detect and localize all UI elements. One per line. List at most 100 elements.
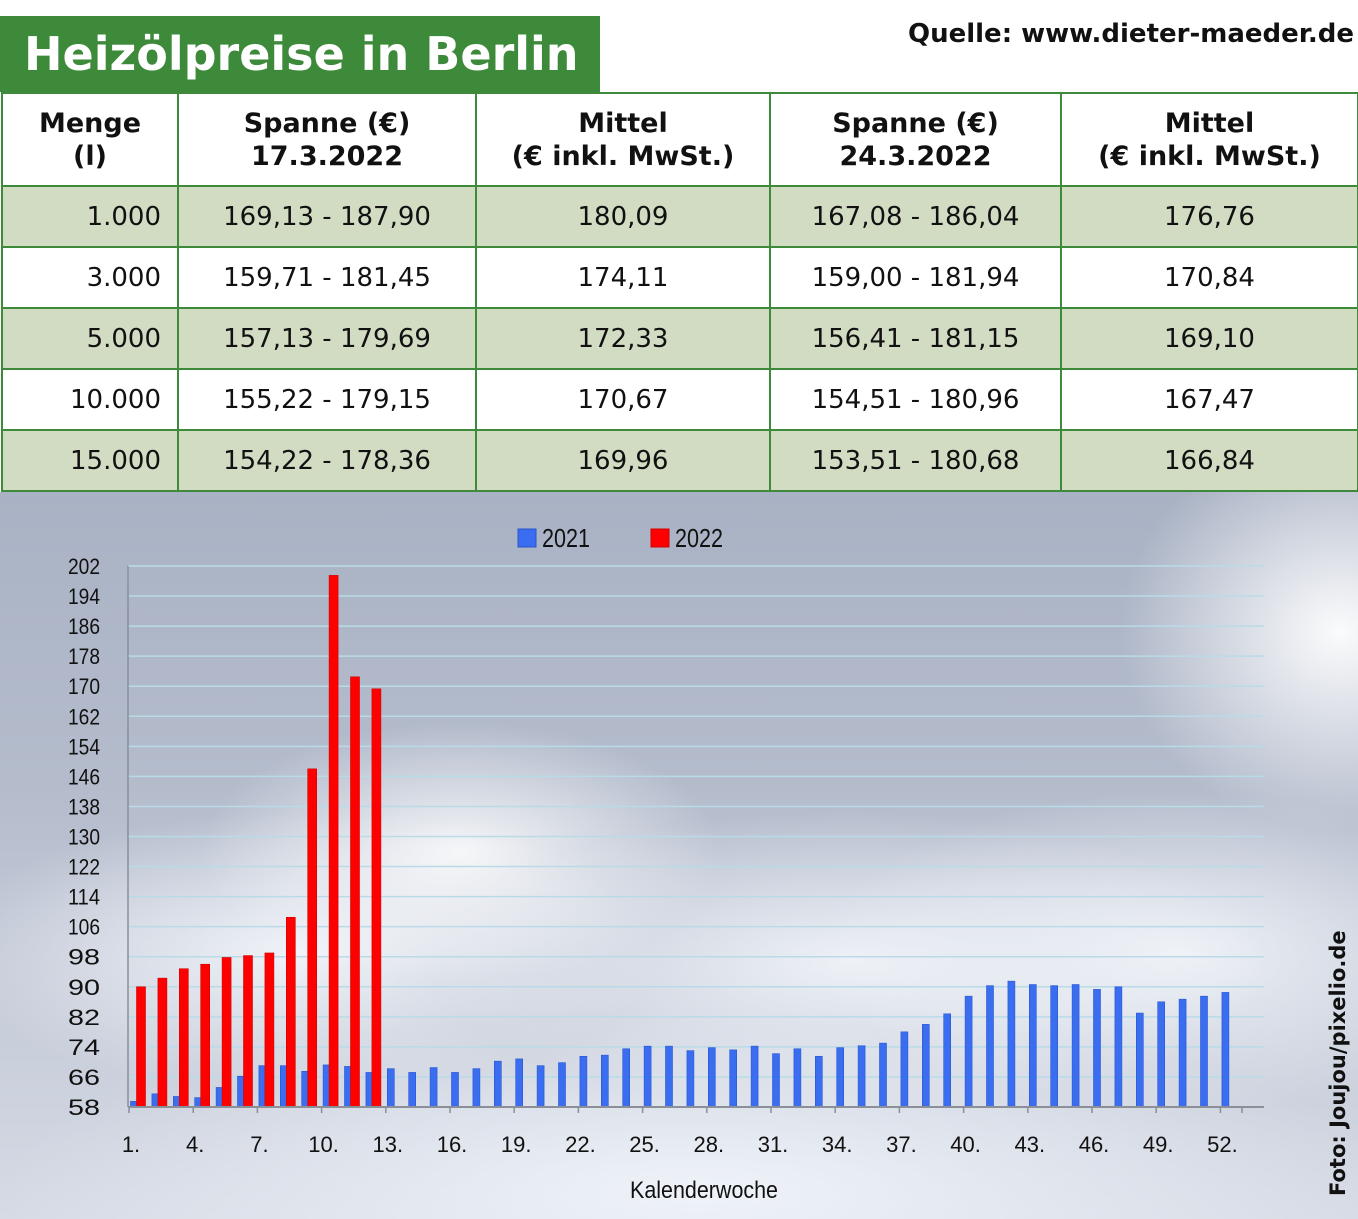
table-row: 3.000 159,71 - 181,45 174,11 159,00 - 18… [1, 246, 1358, 309]
x-tick-label: 19. [501, 1132, 532, 1157]
bar-2021-week-29 [729, 1049, 738, 1108]
cell-mittel-1: 172,33 [475, 307, 771, 370]
cell-mittel-2: 169,10 [1060, 307, 1358, 370]
header-mittel-2: Mittel (€ inkl. MwSt.) [1060, 92, 1358, 187]
cell-mittel-1: 180,09 [475, 185, 771, 248]
bar-2021-week-16 [451, 1072, 459, 1108]
cell-mittel-2: 167,47 [1060, 368, 1358, 431]
y-tick-label: 194 [68, 584, 100, 609]
x-tick-label: 46. [1079, 1132, 1110, 1157]
bar-2022-week-12 [371, 688, 382, 1108]
bar-2021-week-43 [1029, 984, 1037, 1108]
bar-2021-week-26 [665, 1045, 673, 1108]
table-row: 5.000 157,13 - 179,69 172,33 156,41 - 18… [1, 307, 1358, 370]
bar-2022-week-8 [285, 916, 296, 1108]
page-title: Heizölpreise in Berlin [0, 16, 600, 92]
cell-mittel-2: 170,84 [1060, 246, 1358, 309]
bar-2021-week-15 [429, 1067, 438, 1108]
bar-2021-week-36 [879, 1042, 887, 1108]
x-axis-label: Kalenderwoche [630, 1177, 778, 1204]
y-tick-label: 162 [68, 704, 100, 729]
bar-2021-week-23 [600, 1054, 609, 1108]
bar-2021-week-14 [408, 1072, 417, 1108]
y-tick-label: 170 [68, 674, 100, 699]
table-row: 15.000 154,22 - 178,36 169,96 153,51 - 1… [1, 429, 1358, 492]
bar-2021-week-40 [964, 995, 973, 1108]
x-tick-label: 31. [758, 1132, 789, 1157]
x-tick-label: 16. [437, 1132, 468, 1157]
y-tick-label: 146 [68, 764, 100, 789]
cell-mittel-2: 176,76 [1060, 185, 1358, 248]
bar-2021-week-25 [643, 1045, 652, 1108]
x-tick-label: 34. [822, 1132, 853, 1157]
bar-2021-week-35 [857, 1045, 866, 1108]
x-tick-label: 13. [373, 1132, 404, 1157]
cell-mittel-1: 170,67 [475, 368, 771, 431]
bar-2021-week-33 [814, 1055, 823, 1108]
x-tick-label: 49. [1143, 1132, 1174, 1157]
bar-2021-week-34 [836, 1047, 845, 1108]
x-tick-label: 1. [122, 1132, 140, 1157]
x-tick-label: 40. [950, 1132, 981, 1157]
bar-2021-week-47 [1114, 986, 1123, 1108]
y-tick-label: 82 [68, 1005, 100, 1030]
cell-spanne-1: 155,22 - 179,15 [177, 368, 477, 431]
cell-mittel-1: 174,11 [475, 246, 771, 309]
cell-spanne-2: 154,51 - 180,96 [769, 368, 1062, 431]
y-tick-label: 138 [68, 794, 100, 819]
bar-2022-week-3 [179, 968, 189, 1108]
bar-2021-week-31 [772, 1053, 780, 1108]
y-tick-label: 74 [68, 1035, 100, 1060]
bar-2021-week-45 [1071, 984, 1080, 1108]
bar-2021-week-19 [515, 1058, 524, 1108]
table-header-row: Menge (l) Spanne (€) 17.3.2022 Mittel (€ in… [1, 92, 1358, 187]
legend-label-2021: 2021 [542, 523, 590, 553]
x-tick-label: 28. [694, 1132, 725, 1157]
bar-2022-week-1 [136, 986, 146, 1108]
bar-2021-week-42 [1007, 980, 1016, 1108]
header-mittel-1: Mittel (€ inkl. MwSt.) [475, 92, 771, 187]
bar-2022-week-10 [328, 575, 339, 1108]
bar-2021-week-50 [1178, 998, 1187, 1108]
source-text: Quelle: www.dieter-maeder.de [907, 19, 1354, 49]
header-menge: Menge (l) [1, 92, 179, 187]
cell-spanne-2: 153,51 - 180,68 [769, 429, 1062, 492]
y-tick-label: 106 [68, 915, 100, 940]
x-tick-label: 43. [1015, 1132, 1046, 1157]
x-tick-label: 52. [1207, 1132, 1238, 1157]
cell-mittel-2: 166,84 [1060, 429, 1358, 492]
table-row: 10.000 155,22 - 179,15 170,67 154,51 - 1… [1, 368, 1358, 431]
cell-menge: 1.000 [1, 185, 179, 248]
bar-2021-week-17 [472, 1068, 481, 1108]
cell-menge: 10.000 [1, 368, 179, 431]
bar-2021-week-48 [1136, 1012, 1144, 1108]
bar-2021-week-49 [1157, 1001, 1165, 1108]
x-tick-label: 7. [250, 1132, 268, 1157]
y-tick-label: 202 [68, 554, 100, 579]
cell-mittel-1: 169,96 [475, 429, 771, 492]
bar-2022-week-4 [200, 963, 210, 1108]
bar-2021-week-52 [1221, 992, 1230, 1108]
legend-label-2022: 2022 [675, 523, 723, 553]
y-tick-label: 98 [68, 945, 100, 970]
bar-2021-week-13 [386, 1068, 395, 1108]
legend-swatch-2021 [517, 528, 537, 548]
cell-menge: 5.000 [1, 307, 179, 370]
chart-panel: 58 66 74 82 90 98 106 114 122 130 138 146 154 162 170 1… [0, 492, 1358, 1219]
cell-spanne-1: 169,13 - 187,90 [177, 185, 477, 248]
cell-menge: 3.000 [1, 246, 179, 309]
bar-2021-week-20 [536, 1065, 545, 1108]
bar-2022-week-9 [307, 768, 318, 1108]
bar-2021-week-18 [493, 1060, 502, 1108]
bar-2021-week-51 [1200, 995, 1208, 1108]
y-tick-label: 178 [68, 644, 100, 669]
x-tick-label: 25. [629, 1132, 660, 1157]
bar-2021-week-38 [921, 1024, 930, 1108]
y-tick-label: 58 [68, 1095, 100, 1120]
x-tick-label: 37. [886, 1132, 917, 1157]
bar-2021-week-41 [986, 985, 994, 1108]
cell-spanne-2: 159,00 - 181,94 [769, 246, 1062, 309]
cell-menge: 15.000 [1, 429, 179, 492]
y-tick-label: 130 [68, 825, 100, 850]
bar-2022-week-5 [221, 957, 232, 1108]
